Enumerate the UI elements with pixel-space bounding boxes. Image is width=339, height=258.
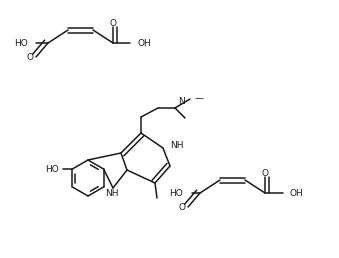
Text: NH: NH (170, 141, 183, 149)
Text: O: O (179, 204, 185, 213)
Text: NH: NH (105, 189, 119, 198)
Text: HO: HO (169, 189, 183, 198)
Text: O: O (26, 53, 34, 62)
Text: HO: HO (14, 38, 28, 47)
Text: O: O (261, 168, 268, 178)
Text: OH: OH (290, 189, 304, 198)
Text: —: — (195, 94, 204, 103)
Text: O: O (109, 19, 117, 28)
Text: OH: OH (137, 38, 151, 47)
Text: N: N (178, 98, 185, 107)
Text: HO: HO (45, 165, 58, 173)
